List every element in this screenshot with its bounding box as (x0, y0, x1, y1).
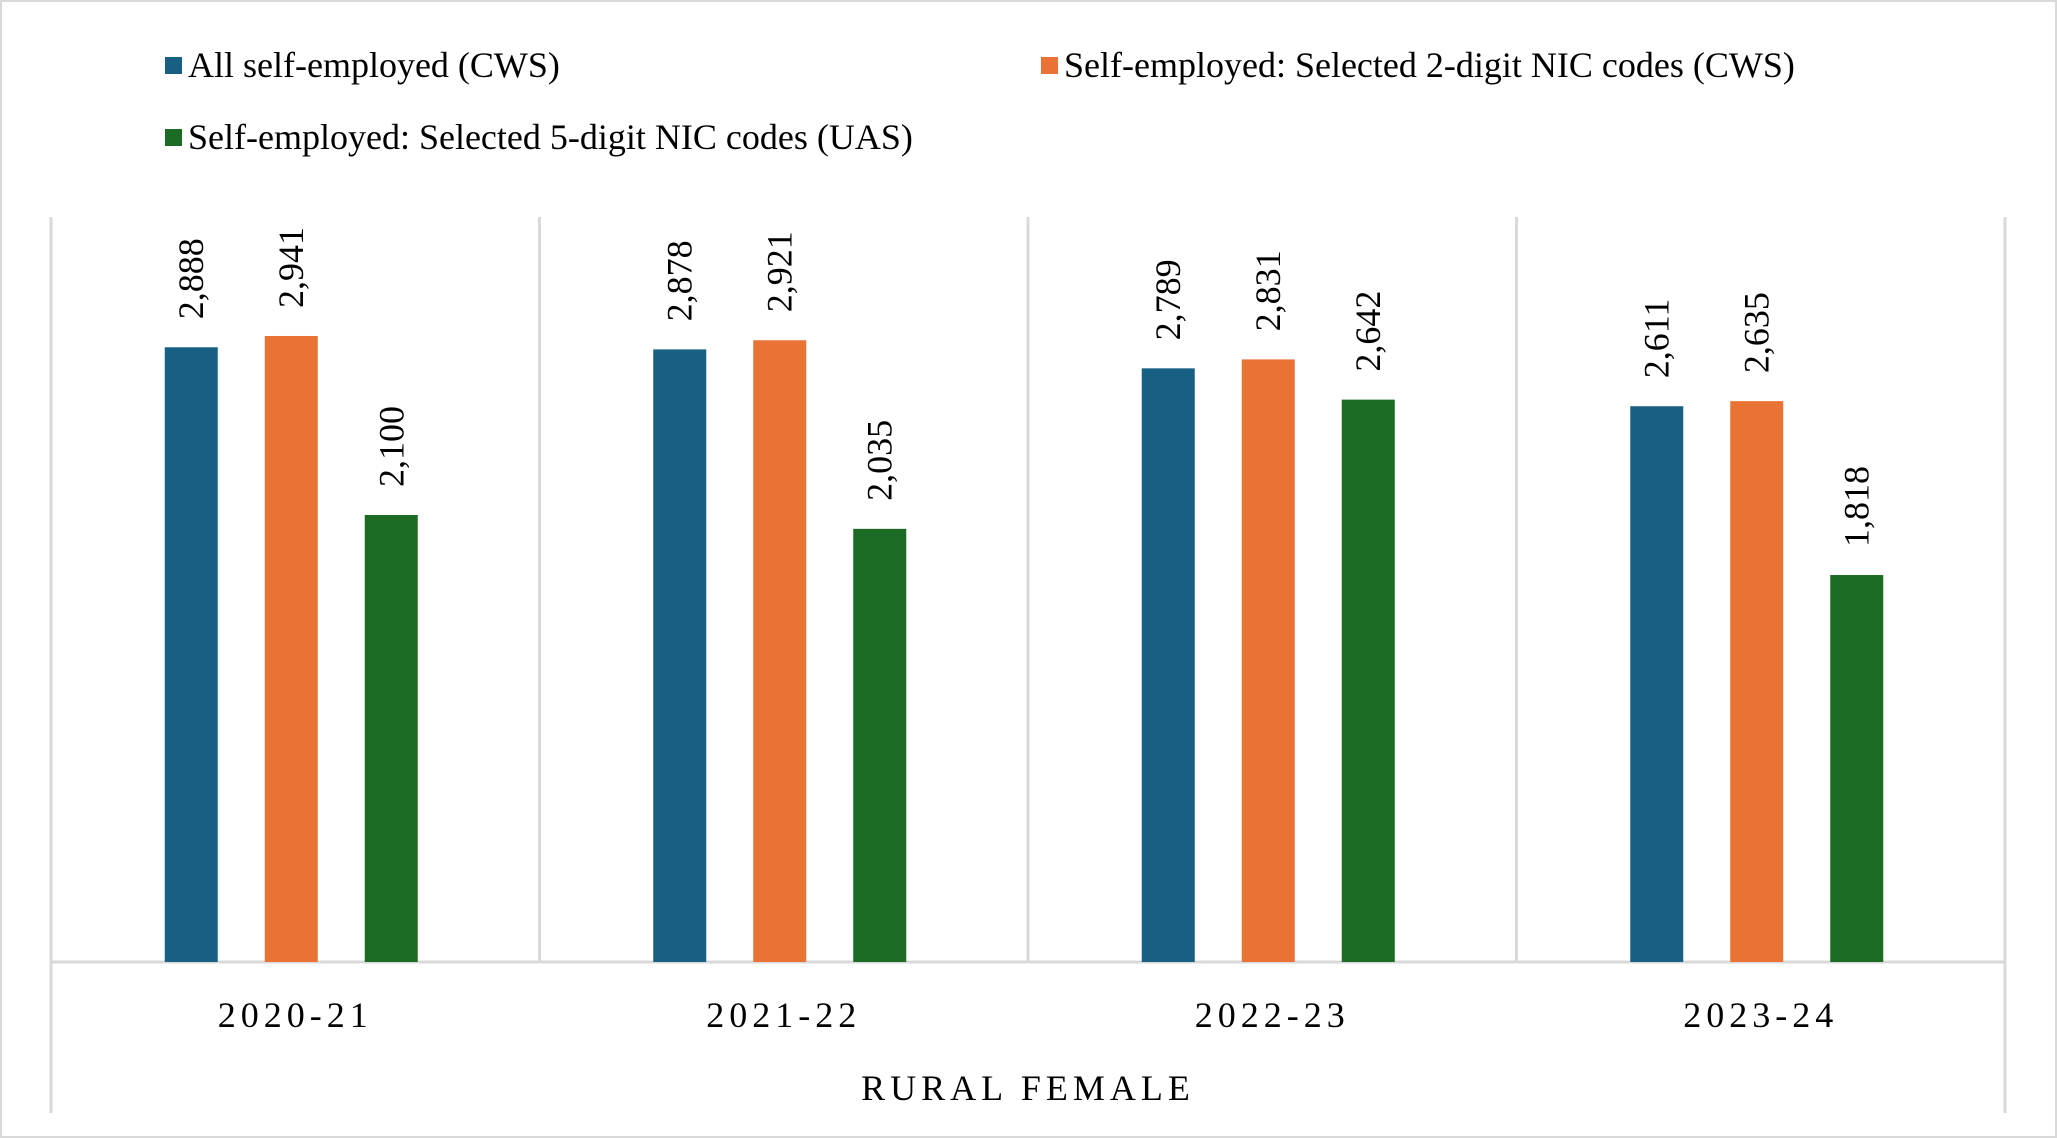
data-label: 2,611 (1637, 299, 1677, 379)
bar (1630, 406, 1684, 963)
data-label: 2,789 (1148, 259, 1188, 340)
data-label: 2,035 (860, 420, 900, 501)
bar (653, 349, 707, 962)
bar (1241, 359, 1295, 962)
category-labels: 2020-21 2021-22 2022-23 2023-24 (218, 995, 1838, 1035)
bar (1830, 575, 1884, 962)
bar (753, 340, 807, 963)
data-label: 2,888 (171, 238, 211, 319)
bar (164, 347, 218, 963)
legend-item-2-digit-nic: Self-employed: Selected 2-digit NIC code… (1041, 44, 1795, 86)
data-label: 2,921 (760, 231, 800, 312)
data-label: 2,878 (660, 240, 700, 321)
x-axis-title: RURAL FEMALE (861, 1068, 1195, 1108)
category-label: 2022-23 (1195, 995, 1350, 1035)
bar (1141, 368, 1195, 962)
bar (1730, 401, 1784, 962)
legend-swatch-icon (165, 56, 182, 74)
data-label: 1,818 (1837, 466, 1877, 547)
chart-legend: All self-employed (CWS) Self-employed: S… (0, 0, 2057, 180)
bar (364, 515, 418, 962)
bars (164, 335, 1884, 963)
legend-item-5-digit-nic: Self-employed: Selected 5-digit NIC code… (165, 116, 913, 158)
legend-label: Self-employed: Selected 2-digit NIC code… (1064, 45, 1795, 85)
data-label: 2,941 (271, 227, 311, 308)
data-label: 2,642 (1348, 291, 1388, 372)
category-label: 2023-24 (1683, 995, 1838, 1035)
legend-label: All self-employed (CWS) (188, 45, 560, 85)
bar (1341, 399, 1395, 962)
data-label: 2,831 (1248, 250, 1288, 331)
bar (264, 335, 318, 962)
data-labels: 2,888 2,941 2,100 2,878 2,921 2,035 2,789 2,831… (171, 227, 1877, 547)
category-label: 2021-22 (706, 995, 861, 1035)
bar (853, 528, 907, 962)
grid-lines (49, 217, 2007, 1113)
legend-swatch-icon (1041, 56, 1058, 74)
category-label: 2020-21 (218, 995, 373, 1035)
legend-swatch-icon (165, 128, 182, 146)
data-label: 2,100 (371, 406, 411, 487)
data-label: 2,635 (1737, 292, 1777, 373)
legend-label: Self-employed: Selected 5-digit NIC code… (188, 117, 913, 157)
legend-item-all-self-employed: All self-employed (CWS) (165, 44, 560, 86)
